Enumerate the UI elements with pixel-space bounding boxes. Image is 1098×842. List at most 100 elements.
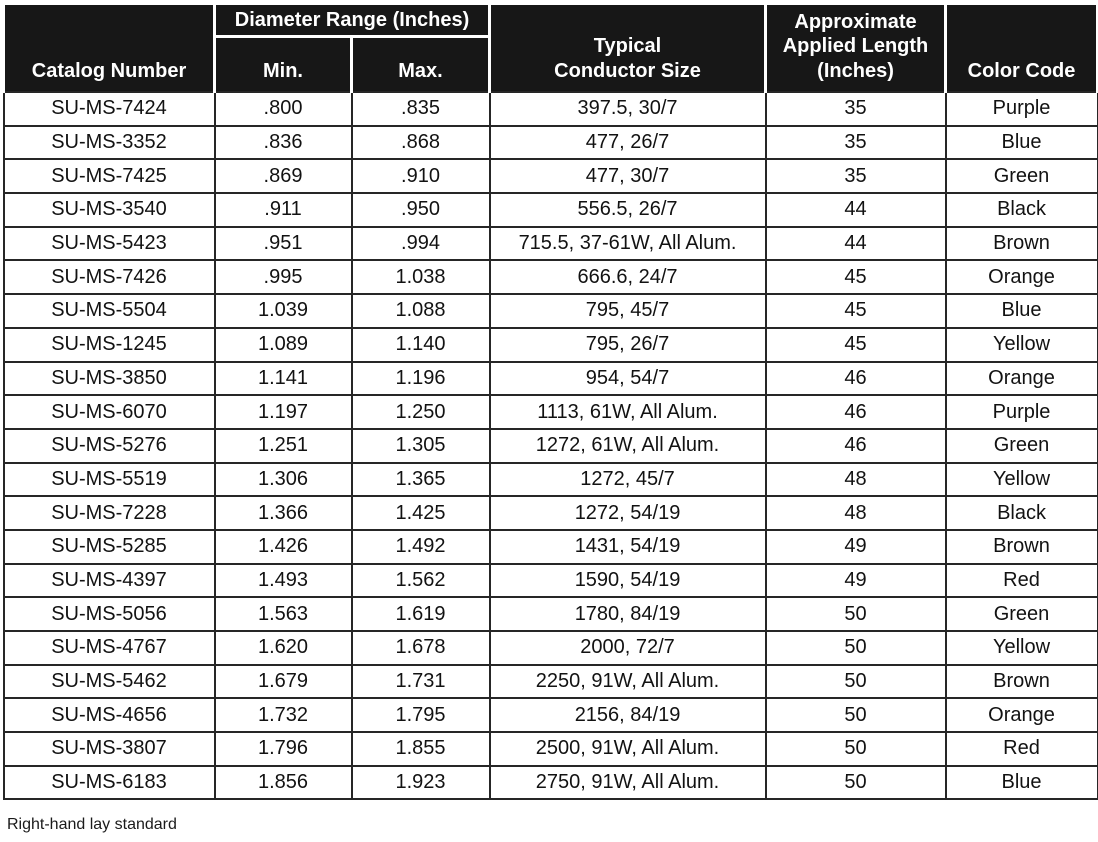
cell-length: 35 bbox=[764, 124, 947, 161]
cell-conductor: 477, 30/7 bbox=[488, 158, 767, 195]
cell-min: 1.366 bbox=[213, 495, 353, 531]
cell-max: 1.923 bbox=[350, 764, 491, 801]
cell-catalog: SU-MS-7228 bbox=[2, 495, 216, 531]
cell-color: Orange bbox=[944, 360, 1098, 397]
cell-min: 1.039 bbox=[213, 293, 353, 329]
cell-catalog: SU-MS-6183 bbox=[2, 764, 216, 801]
cell-min: 1.251 bbox=[213, 427, 353, 464]
cell-catalog: SU-MS-4767 bbox=[2, 630, 216, 666]
table-row: SU-MS-5056 1.563 1.619 1780, 84/19 50 Green bbox=[2, 596, 1098, 632]
cell-color: Purple bbox=[944, 91, 1098, 127]
cell-conductor: 795, 26/7 bbox=[488, 326, 767, 363]
cell-length: 45 bbox=[764, 259, 947, 296]
cell-max: 1.088 bbox=[350, 293, 491, 329]
cell-max: 1.425 bbox=[350, 495, 491, 531]
table-row: SU-MS-4767 1.620 1.678 2000, 72/7 50 Yellow bbox=[2, 630, 1098, 666]
cell-min: 1.197 bbox=[213, 394, 353, 430]
cell-color: Yellow bbox=[944, 461, 1098, 498]
cell-conductor: 666.6, 24/7 bbox=[488, 259, 767, 296]
table-row: SU-MS-5504 1.039 1.088 795, 45/7 45 Blue bbox=[2, 293, 1098, 329]
cell-color: Blue bbox=[944, 764, 1098, 801]
table-header: Catalog Number Diameter Range (Inches) T… bbox=[2, 2, 1098, 93]
cell-conductor: 1780, 84/19 bbox=[488, 596, 767, 632]
col-header-conductor-size: Typical Conductor Size bbox=[488, 2, 768, 93]
cell-conductor: 954, 54/7 bbox=[488, 360, 767, 397]
cell-min: 1.732 bbox=[213, 697, 353, 734]
table-row: SU-MS-4656 1.732 1.795 2156, 84/19 50 Orange bbox=[2, 697, 1098, 734]
cell-max: 1.305 bbox=[350, 427, 491, 464]
cell-min: .800 bbox=[213, 91, 353, 127]
cell-catalog: SU-MS-3540 bbox=[2, 192, 216, 228]
cell-min: 1.856 bbox=[213, 764, 353, 801]
cell-catalog: SU-MS-7424 bbox=[2, 91, 216, 127]
table-row: SU-MS-5276 1.251 1.305 1272, 61W, All Alum.… bbox=[2, 427, 1098, 464]
cell-color: Purple bbox=[944, 394, 1098, 430]
cell-length: 44 bbox=[764, 192, 947, 228]
col-header-max: Max. bbox=[349, 35, 492, 93]
cell-catalog: SU-MS-7426 bbox=[2, 259, 216, 296]
cell-max: .835 bbox=[350, 91, 491, 127]
cell-length: 45 bbox=[764, 326, 947, 363]
cell-length: 46 bbox=[764, 394, 947, 430]
footnote-lay-standard: Right-hand lay standard bbox=[7, 816, 177, 833]
cell-color: Green bbox=[944, 427, 1098, 464]
cell-max: 1.365 bbox=[350, 461, 491, 498]
cell-length: 48 bbox=[764, 495, 947, 531]
col-header-applied-length: Approximate Applied Length (Inches) bbox=[764, 2, 948, 93]
cell-min: .951 bbox=[213, 225, 353, 262]
cell-catalog: SU-MS-1245 bbox=[2, 326, 216, 363]
product-spec-table: Catalog Number Diameter Range (Inches) T… bbox=[2, 2, 1098, 801]
cell-conductor: 795, 45/7 bbox=[488, 293, 767, 329]
cell-max: 1.619 bbox=[350, 596, 491, 632]
cell-max: .868 bbox=[350, 124, 491, 161]
table-row: SU-MS-7424.800.835 397.5, 30/7 35 Purple bbox=[2, 91, 1098, 127]
cell-conductor: 556.5, 26/7 bbox=[488, 192, 767, 228]
cell-conductor: 1272, 45/7 bbox=[488, 461, 767, 498]
table-row: SU-MS-5519 1.306 1.365 1272, 45/7 48 Yellow bbox=[2, 461, 1098, 498]
cell-conductor: 2750, 91W, All Alum. bbox=[488, 764, 767, 801]
cell-length: 45 bbox=[764, 293, 947, 329]
cell-color: Green bbox=[944, 596, 1098, 632]
cell-color: Yellow bbox=[944, 630, 1098, 666]
cell-length: 46 bbox=[764, 360, 947, 397]
cell-max: .994 bbox=[350, 225, 491, 262]
cell-conductor: 1113, 61W, All Alum. bbox=[488, 394, 767, 430]
cell-catalog: SU-MS-3807 bbox=[2, 731, 216, 767]
cell-length: 35 bbox=[764, 158, 947, 195]
col-header-min: Min. bbox=[213, 35, 353, 93]
table-row: SU-MS-7426.995 1.038 666.6, 24/7 45 Orange bbox=[2, 259, 1098, 296]
cell-max: 1.562 bbox=[350, 562, 491, 599]
cell-conductor: 397.5, 30/7 bbox=[488, 91, 767, 127]
cell-catalog: SU-MS-4397 bbox=[2, 562, 216, 599]
table-row: SU-MS-7228 1.366 1.425 1272, 54/19 48 Black bbox=[2, 495, 1098, 531]
cell-min: 1.426 bbox=[213, 528, 353, 565]
col-header-diameter-range-group: Diameter Range (Inches) bbox=[212, 2, 492, 38]
cell-catalog: SU-MS-5504 bbox=[2, 293, 216, 329]
cell-min: 1.141 bbox=[213, 360, 353, 397]
cell-length: 50 bbox=[764, 630, 947, 666]
cell-conductor: 477, 26/7 bbox=[488, 124, 767, 161]
cell-length: 50 bbox=[764, 731, 947, 767]
cell-conductor: 2250, 91W, All Alum. bbox=[488, 663, 767, 700]
cell-color: Blue bbox=[944, 124, 1098, 161]
cell-max: 1.140 bbox=[350, 326, 491, 363]
col-header-color-code: Color Code bbox=[944, 2, 1098, 93]
cell-catalog: SU-MS-4656 bbox=[2, 697, 216, 734]
cell-length: 50 bbox=[764, 663, 947, 700]
cell-max: 1.250 bbox=[350, 394, 491, 430]
cell-color: Orange bbox=[944, 697, 1098, 734]
cell-color: Yellow bbox=[944, 326, 1098, 363]
table-row: SU-MS-3540.911.950 556.5, 26/7 44 Black bbox=[2, 192, 1098, 228]
table-row: SU-MS-3352.836.868 477, 26/7 35 Blue bbox=[2, 124, 1098, 161]
table-row: SU-MS-6070 1.197 1.250 1113, 61W, All Alum.… bbox=[2, 394, 1098, 430]
cell-color: Brown bbox=[944, 663, 1098, 700]
cell-color: Black bbox=[944, 192, 1098, 228]
cell-length: 50 bbox=[764, 697, 947, 734]
cell-length: 35 bbox=[764, 91, 947, 127]
cell-max: 1.492 bbox=[350, 528, 491, 565]
cell-conductor: 1272, 61W, All Alum. bbox=[488, 427, 767, 464]
table-row: SU-MS-3850 1.141 1.196 954, 54/7 46 Orange bbox=[2, 360, 1098, 397]
cell-max: 1.731 bbox=[350, 663, 491, 700]
cell-color: Brown bbox=[944, 225, 1098, 262]
